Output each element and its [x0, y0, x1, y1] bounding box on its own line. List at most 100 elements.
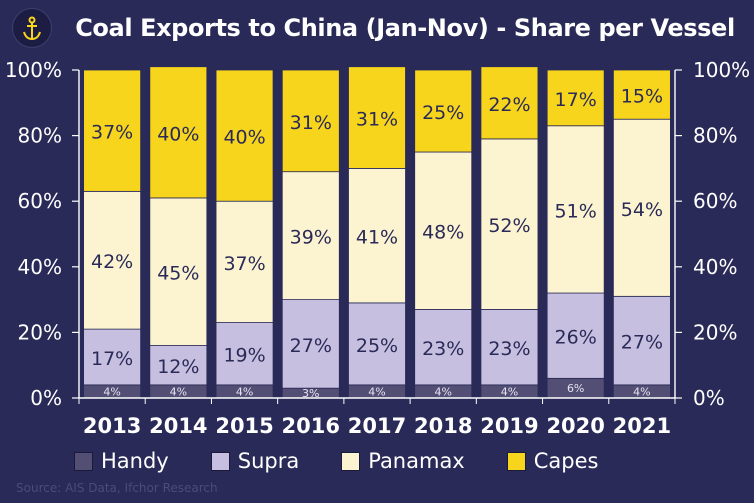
y-tick-label-right: 20%	[693, 320, 737, 344]
bar-panamax-2021	[612, 118, 671, 297]
x-tick-label-2020: 2020	[546, 414, 604, 438]
data-label-capes-2019: 22%	[488, 94, 530, 116]
data-label-capes-2015: 40%	[223, 127, 265, 149]
data-label-panamax-2013: 42%	[91, 251, 133, 273]
data-label-handy-2013: 4%	[103, 385, 120, 398]
bar-panamax-2017	[348, 167, 406, 304]
bar-capes-2021	[612, 69, 671, 120]
legend-label-handy: Handy	[101, 449, 169, 473]
bar-capes-2015	[215, 69, 274, 202]
y-tick-label-left: 80%	[18, 124, 62, 148]
data-label-supra-2017: 25%	[356, 335, 398, 357]
bar-supra-2020	[546, 292, 605, 379]
data-label-panamax-2020: 51%	[555, 200, 597, 222]
legend-label-panamax: Panamax	[368, 449, 465, 473]
y-tick-label-right: 80%	[693, 124, 737, 148]
bar-capes-2013	[83, 69, 142, 192]
y-tick-label-right: 100%	[693, 58, 750, 82]
legend-item-capes: Capes	[506, 449, 599, 473]
bar-supra-2016	[281, 299, 340, 389]
data-label-capes-2018: 25%	[422, 102, 464, 124]
bar-panamax-2018	[414, 151, 473, 310]
x-tick-label-2017: 2017	[348, 414, 406, 438]
anchor-logo-icon	[12, 8, 52, 48]
data-label-panamax-2018: 48%	[422, 222, 464, 244]
legend-item-panamax: Panamax	[341, 449, 465, 473]
data-label-handy-2015: 4%	[236, 385, 253, 398]
chart-title: Coal Exports to China (Jan-Nov) - Share …	[75, 14, 735, 42]
data-label-capes-2013: 37%	[91, 122, 133, 144]
source-note: Source: AIS Data, Ifchor Research	[16, 481, 218, 495]
x-tick-label-2018: 2018	[414, 414, 472, 438]
data-label-capes-2014: 40%	[157, 123, 199, 145]
bar-capes-2016	[281, 69, 340, 173]
x-tick-label-2015: 2015	[215, 414, 273, 438]
y-tick-label-left: 100%	[5, 58, 62, 82]
bar-supra-2018	[414, 309, 473, 386]
x-tick-label-2013: 2013	[83, 414, 141, 438]
data-label-panamax-2017: 41%	[356, 227, 398, 249]
bar-panamax-2014	[149, 197, 208, 346]
bar-supra-2014	[149, 345, 208, 386]
legend-item-handy: Handy	[74, 449, 169, 473]
data-label-capes-2021: 15%	[621, 86, 663, 108]
data-label-supra-2015: 19%	[223, 345, 265, 367]
legend-swatch-handy	[74, 451, 93, 471]
x-tick-label-2019: 2019	[480, 414, 538, 438]
data-label-capes-2016: 31%	[290, 112, 332, 134]
bar-panamax-2019	[480, 138, 539, 310]
bar-panamax-2013	[83, 190, 142, 330]
data-label-handy-2016: 3%	[302, 387, 319, 400]
x-tick-label-2016: 2016	[282, 414, 340, 438]
legend: Handy Supra Panamax Capes	[74, 446, 598, 476]
data-label-handy-2017: 4%	[368, 385, 385, 398]
data-label-handy-2018: 4%	[434, 385, 451, 398]
bar-capes-2019	[480, 66, 539, 140]
data-label-capes-2020: 17%	[555, 89, 597, 111]
legend-swatch-panamax	[341, 451, 361, 471]
bar-supra-2021	[612, 295, 671, 386]
data-label-handy-2014: 4%	[170, 385, 187, 398]
bar-capes-2017	[348, 66, 406, 169]
bar-capes-2014	[149, 66, 208, 199]
legend-item-supra: Supra	[210, 449, 300, 473]
bar-panamax-2015	[215, 200, 274, 323]
data-label-supra-2021: 27%	[621, 332, 663, 354]
data-label-supra-2018: 23%	[422, 338, 464, 360]
y-tick-label-left: 60%	[18, 189, 62, 213]
legend-swatch-capes	[506, 451, 526, 471]
data-label-panamax-2021: 54%	[621, 199, 663, 221]
bar-panamax-2016	[281, 171, 340, 300]
data-label-capes-2017: 31%	[356, 109, 398, 131]
data-label-supra-2016: 27%	[290, 335, 332, 357]
legend-label-capes: Capes	[533, 449, 599, 473]
y-tick-label-right: 60%	[693, 189, 737, 213]
y-tick-label-left: 20%	[18, 320, 62, 344]
data-label-panamax-2016: 39%	[290, 227, 332, 249]
x-tick-label-2014: 2014	[149, 414, 207, 438]
data-label-supra-2013: 17%	[91, 348, 133, 370]
bar-supra-2017	[348, 302, 406, 386]
bar-supra-2015	[215, 322, 274, 386]
legend-label-supra: Supra	[237, 449, 300, 473]
bar-capes-2018	[414, 69, 473, 153]
data-label-handy-2019: 4%	[501, 385, 518, 398]
y-tick-label-left: 40%	[18, 255, 62, 279]
x-tick-label-2021: 2021	[613, 414, 671, 438]
legend-swatch-supra	[210, 451, 230, 471]
y-tick-label-right: 40%	[693, 255, 737, 279]
y-tick-label-left: 0%	[30, 386, 62, 410]
data-label-handy-2021: 4%	[633, 385, 650, 398]
data-label-panamax-2019: 52%	[488, 215, 530, 237]
bar-capes-2020	[546, 69, 605, 127]
data-label-supra-2019: 23%	[488, 338, 530, 360]
data-label-panamax-2015: 37%	[223, 253, 265, 275]
bar-supra-2019	[480, 309, 539, 386]
data-label-panamax-2014: 45%	[157, 263, 199, 285]
data-label-supra-2014: 12%	[157, 356, 199, 378]
y-tick-label-right: 0%	[693, 386, 725, 410]
data-label-handy-2020: 6%	[567, 382, 584, 395]
data-label-supra-2020: 26%	[555, 327, 597, 349]
bar-panamax-2020	[546, 125, 605, 294]
